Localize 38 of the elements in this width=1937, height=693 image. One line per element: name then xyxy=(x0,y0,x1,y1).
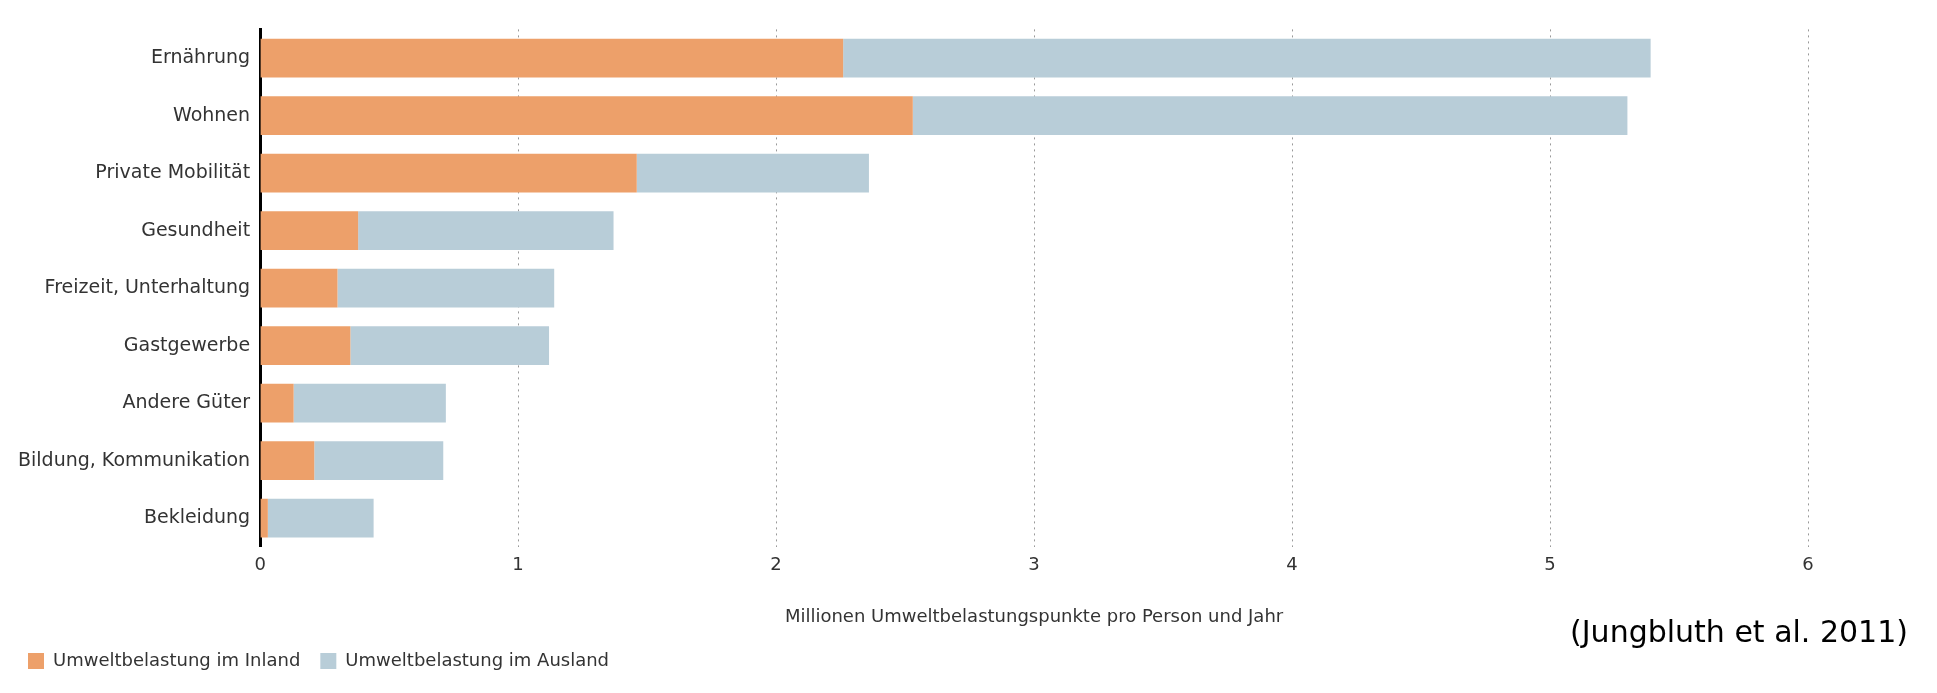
y-tick-label: Private Mobilität xyxy=(95,160,251,183)
bar xyxy=(260,96,913,136)
bar xyxy=(260,326,351,365)
x-tick-label: 4 xyxy=(1286,553,1298,575)
bar xyxy=(267,498,374,538)
legend-label: Umweltbelastung im Ausland xyxy=(345,648,610,670)
bar xyxy=(260,268,338,308)
y-tick-label: Andere Güter xyxy=(122,390,251,413)
y-tick-label: Gesundheit xyxy=(141,217,251,240)
bar xyxy=(314,441,444,480)
x-tick-label: 0 xyxy=(254,553,266,575)
bar xyxy=(337,268,555,308)
bar xyxy=(260,153,637,193)
y-tick-label: Bildung, Kommunikation xyxy=(17,447,251,470)
x-tick-label: 1 xyxy=(512,553,524,575)
legend-label: Umweltbelastung im Inland xyxy=(53,648,301,670)
bar xyxy=(260,211,359,251)
x-tick-label: 5 xyxy=(1544,553,1556,575)
x-tick-label: 2 xyxy=(770,553,782,575)
y-tick-label: Wohnen xyxy=(172,102,251,125)
y-tick-label: Ernährung xyxy=(150,45,251,68)
bar xyxy=(843,38,1651,78)
x-axis-title: Millionen Umweltbelastungspunkte pro Person und Jahr xyxy=(784,604,1284,626)
bar xyxy=(350,326,550,365)
bar xyxy=(636,153,869,193)
bar xyxy=(912,96,1628,136)
bar xyxy=(260,38,844,78)
bar xyxy=(260,498,268,538)
bar xyxy=(260,383,294,423)
bar xyxy=(260,441,315,480)
y-tick-label: Gastgewerbe xyxy=(123,332,251,355)
bar xyxy=(358,211,614,251)
x-tick-label: 6 xyxy=(1802,553,1814,575)
y-tick-label: Freizeit, Unterhaltung xyxy=(44,275,251,298)
x-tick-label: 3 xyxy=(1028,553,1040,575)
text: (Jungbluth et al. 2011) xyxy=(1570,613,1908,649)
y-tick-label: Bekleidung xyxy=(143,504,251,527)
bar xyxy=(293,383,446,423)
